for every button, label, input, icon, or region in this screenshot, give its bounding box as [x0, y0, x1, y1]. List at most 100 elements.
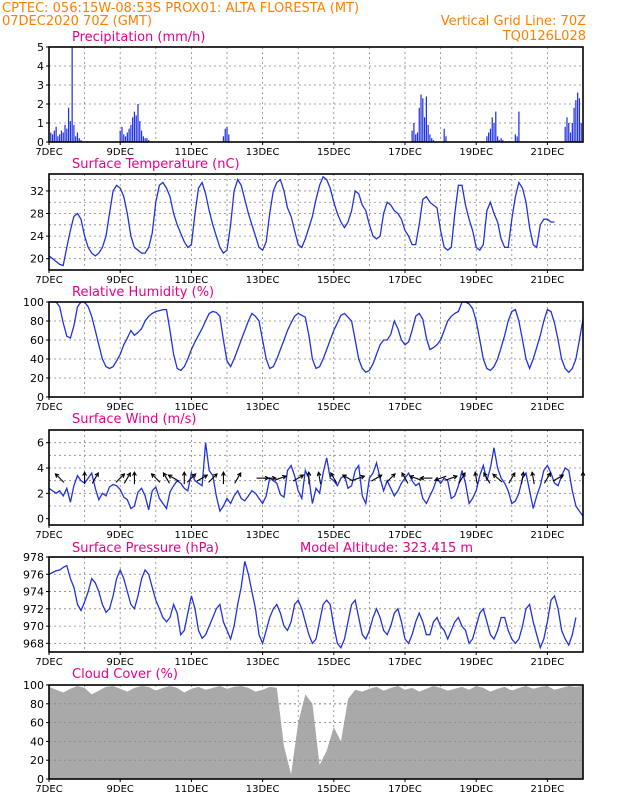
precip-bar	[445, 136, 447, 142]
precip-bar	[577, 92, 579, 142]
wind-arrow	[408, 474, 422, 481]
precip-bar	[422, 98, 424, 142]
wind-xtick-label: 9DEC	[107, 530, 134, 541]
header-grid-note: Vertical Grid Line: 70Z	[441, 14, 586, 29]
wind-ytick-label: 6	[37, 437, 44, 450]
precip-bar	[66, 128, 68, 142]
precip-bar	[495, 111, 497, 142]
temp-series-line	[48, 175, 555, 267]
wind-xtick-label: 13DEC	[246, 530, 280, 541]
wind-arrow	[150, 473, 161, 483]
precip-bar	[500, 138, 502, 142]
cloud-ytick-label: 100	[23, 679, 44, 692]
precip-bar	[420, 94, 422, 142]
precip-bar	[64, 124, 66, 142]
temp-xtick-label: 9DEC	[107, 275, 134, 286]
wind-arrow	[167, 474, 180, 482]
rh-title: Relative Humidity (%)	[72, 285, 214, 300]
wind-arrow	[292, 474, 305, 482]
precip-bar	[67, 107, 70, 142]
cloud-xtick-label: 15DEC	[317, 784, 351, 795]
wind-arrow	[234, 471, 242, 484]
wind-arrow	[508, 471, 516, 484]
precip-bar	[425, 96, 427, 142]
temp-xtick-label: 11DEC	[175, 275, 209, 286]
header-model-id: TQ0126L028	[502, 29, 586, 44]
precip-bar	[133, 111, 136, 142]
precip-ytick-label: 3	[37, 79, 44, 92]
cloud-panel: 0 20 40 60 80 100 7DEC 9DEC 11DEC 13DEC 15DEC 17DEC…	[23, 679, 584, 795]
cloud-title: Cloud Cover (%)	[72, 667, 178, 682]
temp-xtick-label: 13DEC	[246, 275, 280, 286]
header-station-line: CPTEC: 056:15W-08:53S PROX01: ALTA FLORE…	[2, 1, 359, 16]
rh-series-line	[49, 301, 584, 374]
wind-arrow	[221, 470, 226, 485]
pres-ytick-label: 976	[23, 568, 44, 581]
temp-xtick-label: 21DEC	[531, 275, 565, 286]
wind-arrow	[433, 475, 447, 482]
precip-xtick-label: 7DEC	[35, 147, 62, 158]
wind-arrow	[341, 474, 354, 482]
wind-arrow	[458, 471, 466, 484]
wind-arrow	[208, 473, 218, 483]
precip-bar	[568, 123, 570, 142]
precip-bar	[148, 140, 150, 142]
wind-xtick-label: 21DEC	[531, 530, 565, 541]
rh-ytick-label: 60	[30, 334, 44, 347]
precip-bar	[226, 126, 228, 142]
pres-xtick-label: 19DEC	[459, 657, 493, 668]
precip-bar	[418, 107, 420, 142]
wind-arrow	[54, 473, 65, 483]
precip-xtick-label: 13DEC	[246, 147, 280, 158]
precip-bar	[489, 128, 492, 142]
rh-xtick-label: 13DEC	[246, 402, 280, 413]
cloud-xtick-label: 21DEC	[531, 784, 565, 795]
precip-bar	[130, 124, 132, 142]
temp-ytick-label: 28	[30, 208, 44, 221]
cloud-xtick-label: 17DEC	[388, 784, 422, 795]
precip-bar	[413, 123, 415, 142]
precip-frame	[48, 46, 584, 143]
rh-panel: 0 20 40 60 80 100 7DEC 9DEC 11DEC 13DEC 15DEC 17DEC…	[23, 296, 584, 413]
precip-bar	[75, 136, 77, 142]
cloud-ytick-label: 0	[37, 773, 44, 786]
rh-xtick-label: 21DEC	[531, 402, 565, 413]
precip-bar	[137, 104, 139, 142]
wind-xtick-label: 17DEC	[388, 530, 422, 541]
pres-ytick-label: 978	[23, 551, 44, 564]
precip-bar	[496, 136, 499, 142]
pres-model-altitude: Model Altitude: 323.415 m	[300, 541, 473, 556]
precip-bar	[429, 134, 431, 142]
precip-ytick-label: 5	[37, 41, 44, 54]
rh-ytick-label: 0	[37, 391, 44, 404]
precip-bar	[416, 132, 419, 142]
wind-arrow	[263, 475, 277, 481]
precip-bar	[69, 121, 71, 142]
precip-bar	[224, 128, 226, 142]
precip-bar	[50, 132, 52, 142]
cloud-xtick-label: 13DEC	[246, 784, 280, 795]
precip-bar	[491, 117, 493, 142]
precip-bar	[415, 134, 417, 142]
precip-bar	[132, 117, 134, 142]
wind-series-line	[48, 442, 584, 517]
precip-bar	[228, 134, 230, 142]
wind-arrow	[181, 470, 187, 485]
precip-xtick-label: 17DEC	[388, 147, 422, 158]
header-run-time: 07DEC2020 70Z (GMT)	[2, 14, 152, 29]
wind-arrow	[115, 473, 126, 483]
precip-bar	[126, 132, 128, 142]
precip-bar	[573, 107, 575, 142]
cloud-xtick-label: 11DEC	[175, 784, 209, 795]
precip-ytick-label: 1	[37, 117, 44, 130]
temp-xtick-label: 17DEC	[388, 275, 422, 286]
wind-arrow	[445, 474, 458, 481]
wind-ytick-label: 2	[37, 487, 44, 500]
precip-ytick-label: 2	[37, 98, 44, 111]
precip-bar	[564, 126, 566, 142]
rh-ytick-label: 20	[30, 372, 44, 385]
precip-bar	[73, 124, 75, 142]
temp-xtick-label: 19DEC	[459, 275, 493, 286]
wind-arrow	[306, 470, 312, 485]
